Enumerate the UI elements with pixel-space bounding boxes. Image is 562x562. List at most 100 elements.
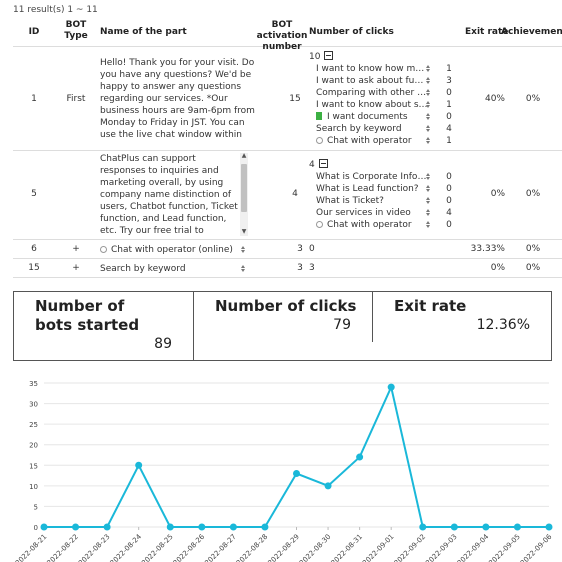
data-point	[356, 453, 364, 461]
x-tick-label: 2022-08-30	[298, 533, 332, 562]
x-tick-label: 2022-09-04	[456, 532, 491, 562]
data-point	[261, 523, 269, 531]
row-bot-type: +	[72, 244, 80, 254]
click-option-label: What is Ticket?	[316, 196, 384, 206]
header-bot-type: BOT Type	[64, 20, 88, 41]
summary-panel: Number of bots started 89 Number of clic…	[13, 291, 552, 361]
collapse-icon[interactable]	[318, 159, 328, 168]
click-option-count: 0	[446, 88, 452, 98]
click-option-row: Comparing with other c… 0	[307, 87, 467, 99]
click-option-row: Chat with operator 1	[307, 135, 467, 147]
scroll-thumb[interactable]	[241, 164, 247, 212]
radio-icon	[316, 221, 323, 228]
row-name: Search by keyword	[100, 264, 186, 274]
row-activation: 3	[297, 244, 303, 254]
data-point	[166, 523, 174, 531]
data-point	[103, 523, 111, 531]
row-activation: 4	[292, 189, 298, 199]
data-point	[198, 523, 206, 531]
data-point	[72, 523, 80, 531]
data-point	[419, 523, 427, 531]
clicks-line-chart: 051015202530352022-08-212022-08-222022-0…	[14, 380, 554, 562]
click-option-row: Our services in video 4	[307, 207, 467, 219]
clicks-total: 10	[309, 52, 321, 62]
summary-divider	[193, 292, 194, 360]
row-achievement: 0%	[525, 94, 541, 104]
sort-spinner-icon[interactable]	[425, 197, 431, 206]
row-clicks-total: 0	[309, 244, 315, 254]
data-point	[40, 523, 48, 531]
sort-spinner-icon[interactable]	[425, 221, 431, 230]
row-exit-rate: 0%	[490, 263, 505, 273]
summary-exit-rate-value: 12.36%	[476, 317, 530, 333]
header-name: Name of the part	[100, 27, 187, 37]
header-exit-rate: Exit rate	[465, 27, 509, 37]
x-tick-label: 2022-08-21	[14, 533, 48, 562]
click-option-count: 0	[446, 172, 452, 182]
sort-spinner-icon[interactable]	[425, 125, 431, 134]
y-tick-label: 30	[29, 401, 38, 409]
data-point	[387, 383, 395, 391]
scroll-down-icon[interactable]: ▼	[241, 228, 247, 235]
click-option-count: 1	[446, 136, 452, 146]
table-header: ID BOT Type Name of the part BOT activat…	[13, 19, 562, 52]
document-icon	[316, 112, 322, 120]
sort-spinner-icon[interactable]	[425, 89, 431, 98]
click-option-label: I want to ask about fun…	[316, 76, 428, 86]
data-point	[450, 523, 458, 531]
click-option-label: Our services in video	[316, 208, 411, 218]
click-option-label: I want to know about s…	[316, 100, 428, 110]
row-exit-rate: 40%	[484, 94, 505, 104]
name-scrollbar[interactable]: ▲ ▼	[240, 153, 248, 236]
row-id: 6	[31, 244, 37, 254]
click-option-count: 1	[446, 100, 452, 110]
scroll-up-icon[interactable]: ▲	[241, 152, 247, 159]
row-name: Chat with operator (online)	[100, 244, 260, 256]
click-option-row: I want to know about s… 1	[307, 99, 467, 111]
click-option-row: Chat with operator 0	[307, 219, 467, 231]
x-tick-label: 2022-09-02	[393, 533, 427, 562]
sort-spinner-icon[interactable]	[425, 77, 431, 86]
sort-spinner-icon[interactable]	[425, 137, 431, 146]
row-id: 1	[31, 94, 37, 104]
sort-spinner-icon[interactable]	[425, 65, 431, 74]
summary-bots-started-label: Number of bots started	[35, 297, 140, 334]
click-option-label: Comparing with other c…	[316, 88, 428, 98]
x-tick-label: 2022-08-28	[235, 533, 269, 562]
header-achievement: Achievement	[501, 27, 562, 37]
radio-icon	[316, 137, 323, 144]
collapse-icon[interactable]	[324, 51, 334, 60]
summary-clicks-label: Number of clicks	[215, 297, 357, 315]
click-option-count: 0	[446, 112, 452, 122]
x-tick-label: 2022-09-01	[361, 533, 395, 562]
data-point	[545, 523, 553, 531]
click-option-label: I want to know how mu…	[316, 64, 428, 74]
row-name: ChatPlus can support responses to inquir…	[100, 154, 238, 236]
click-option-count: 4	[446, 124, 452, 134]
table-row: 5 ChatPlus can support responses to inqu…	[13, 151, 562, 240]
y-tick-label: 35	[29, 380, 38, 388]
row-activation: 15	[289, 94, 301, 104]
click-option-row: What is Corporate Infor… 0	[307, 171, 467, 183]
results-count: 11 result(s) 1 ~ 11	[13, 5, 98, 15]
sort-spinner-icon[interactable]	[425, 101, 431, 110]
sort-spinner-icon[interactable]	[240, 265, 246, 273]
x-tick-label: 2022-08-31	[330, 533, 364, 562]
summary-divider	[372, 292, 373, 342]
sort-spinner-icon[interactable]	[425, 209, 431, 218]
sort-spinner-icon[interactable]	[425, 173, 431, 182]
x-tick-label: 2022-08-29	[266, 533, 300, 562]
data-point	[229, 523, 237, 531]
sort-spinner-icon[interactable]	[425, 185, 431, 194]
sort-spinner-icon[interactable]	[240, 246, 246, 254]
sort-spinner-icon[interactable]	[425, 113, 431, 122]
click-option-count: 0	[446, 184, 452, 194]
row-achievement: 0%	[525, 244, 541, 254]
x-tick-label: 2022-09-06	[519, 532, 554, 562]
row-achievement: 0%	[525, 263, 541, 273]
y-tick-label: 15	[29, 462, 38, 470]
x-tick-label: 2022-08-24	[109, 532, 144, 562]
data-point	[513, 523, 521, 531]
y-tick-label: 5	[34, 503, 38, 511]
row-activation: 3	[297, 263, 303, 273]
